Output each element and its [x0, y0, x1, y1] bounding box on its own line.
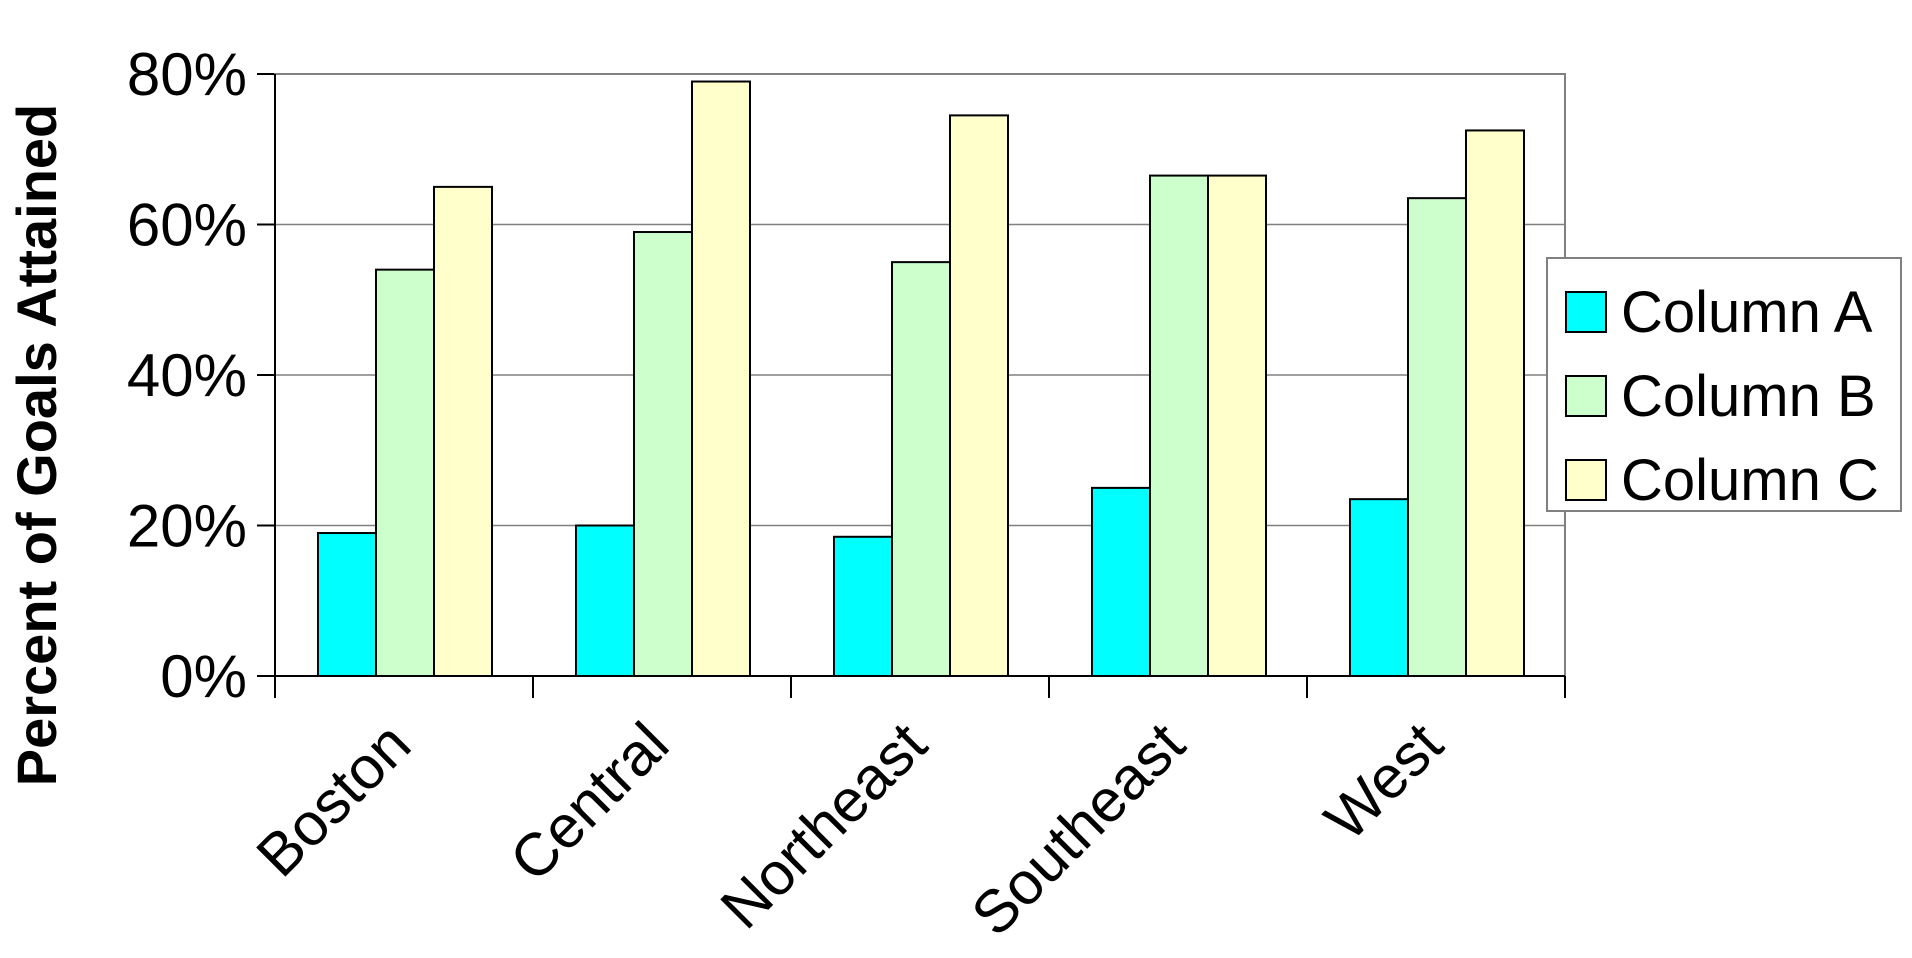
bar [1407, 197, 1467, 677]
y-tick-label: 80% [127, 41, 247, 108]
bar [1091, 486, 1151, 677]
bar-series-group [317, 80, 1525, 678]
bar [633, 231, 693, 677]
bar [691, 80, 751, 677]
bar [891, 261, 951, 677]
x-category-label: Boston [244, 710, 423, 889]
x-category-labels: Boston Central Northeast Southeast West [244, 710, 1456, 949]
bar [1149, 174, 1209, 677]
bar-series-column-c [433, 80, 1525, 677]
y-tick-label: 20% [127, 493, 247, 560]
bar [1465, 129, 1525, 677]
x-category-label: West [1312, 710, 1455, 853]
y-tick-label: 60% [127, 192, 247, 259]
x-category-label: Central [497, 710, 681, 894]
legend-swatch [1565, 291, 1607, 333]
legend-label: Column C [1621, 448, 1879, 513]
y-tick-labels: 0% 20% 40% 60% 80% [127, 41, 247, 710]
legend-label: Column B [1621, 364, 1876, 429]
x-category-label: Southeast [959, 710, 1198, 949]
bar [575, 524, 635, 677]
bar [1207, 174, 1267, 677]
bar [949, 114, 1009, 677]
bar [833, 535, 893, 677]
bar [317, 532, 377, 678]
y-tick-label: 40% [127, 342, 247, 409]
bar-series-column-a [317, 486, 1409, 678]
y-axis-label: Percent of Goals Attained [5, 104, 68, 787]
legend-label: Column A [1621, 280, 1873, 345]
legend-swatch [1565, 375, 1607, 417]
y-tick-label: 0% [160, 643, 247, 710]
bar-series-column-b [375, 174, 1467, 677]
bar [1349, 498, 1409, 677]
legend: Column A Column B Column C [1546, 257, 1902, 513]
x-category-label: Northeast [708, 710, 940, 942]
bar [433, 185, 493, 677]
axes [274, 74, 1566, 698]
bar [375, 268, 435, 677]
legend-swatch [1565, 459, 1607, 501]
